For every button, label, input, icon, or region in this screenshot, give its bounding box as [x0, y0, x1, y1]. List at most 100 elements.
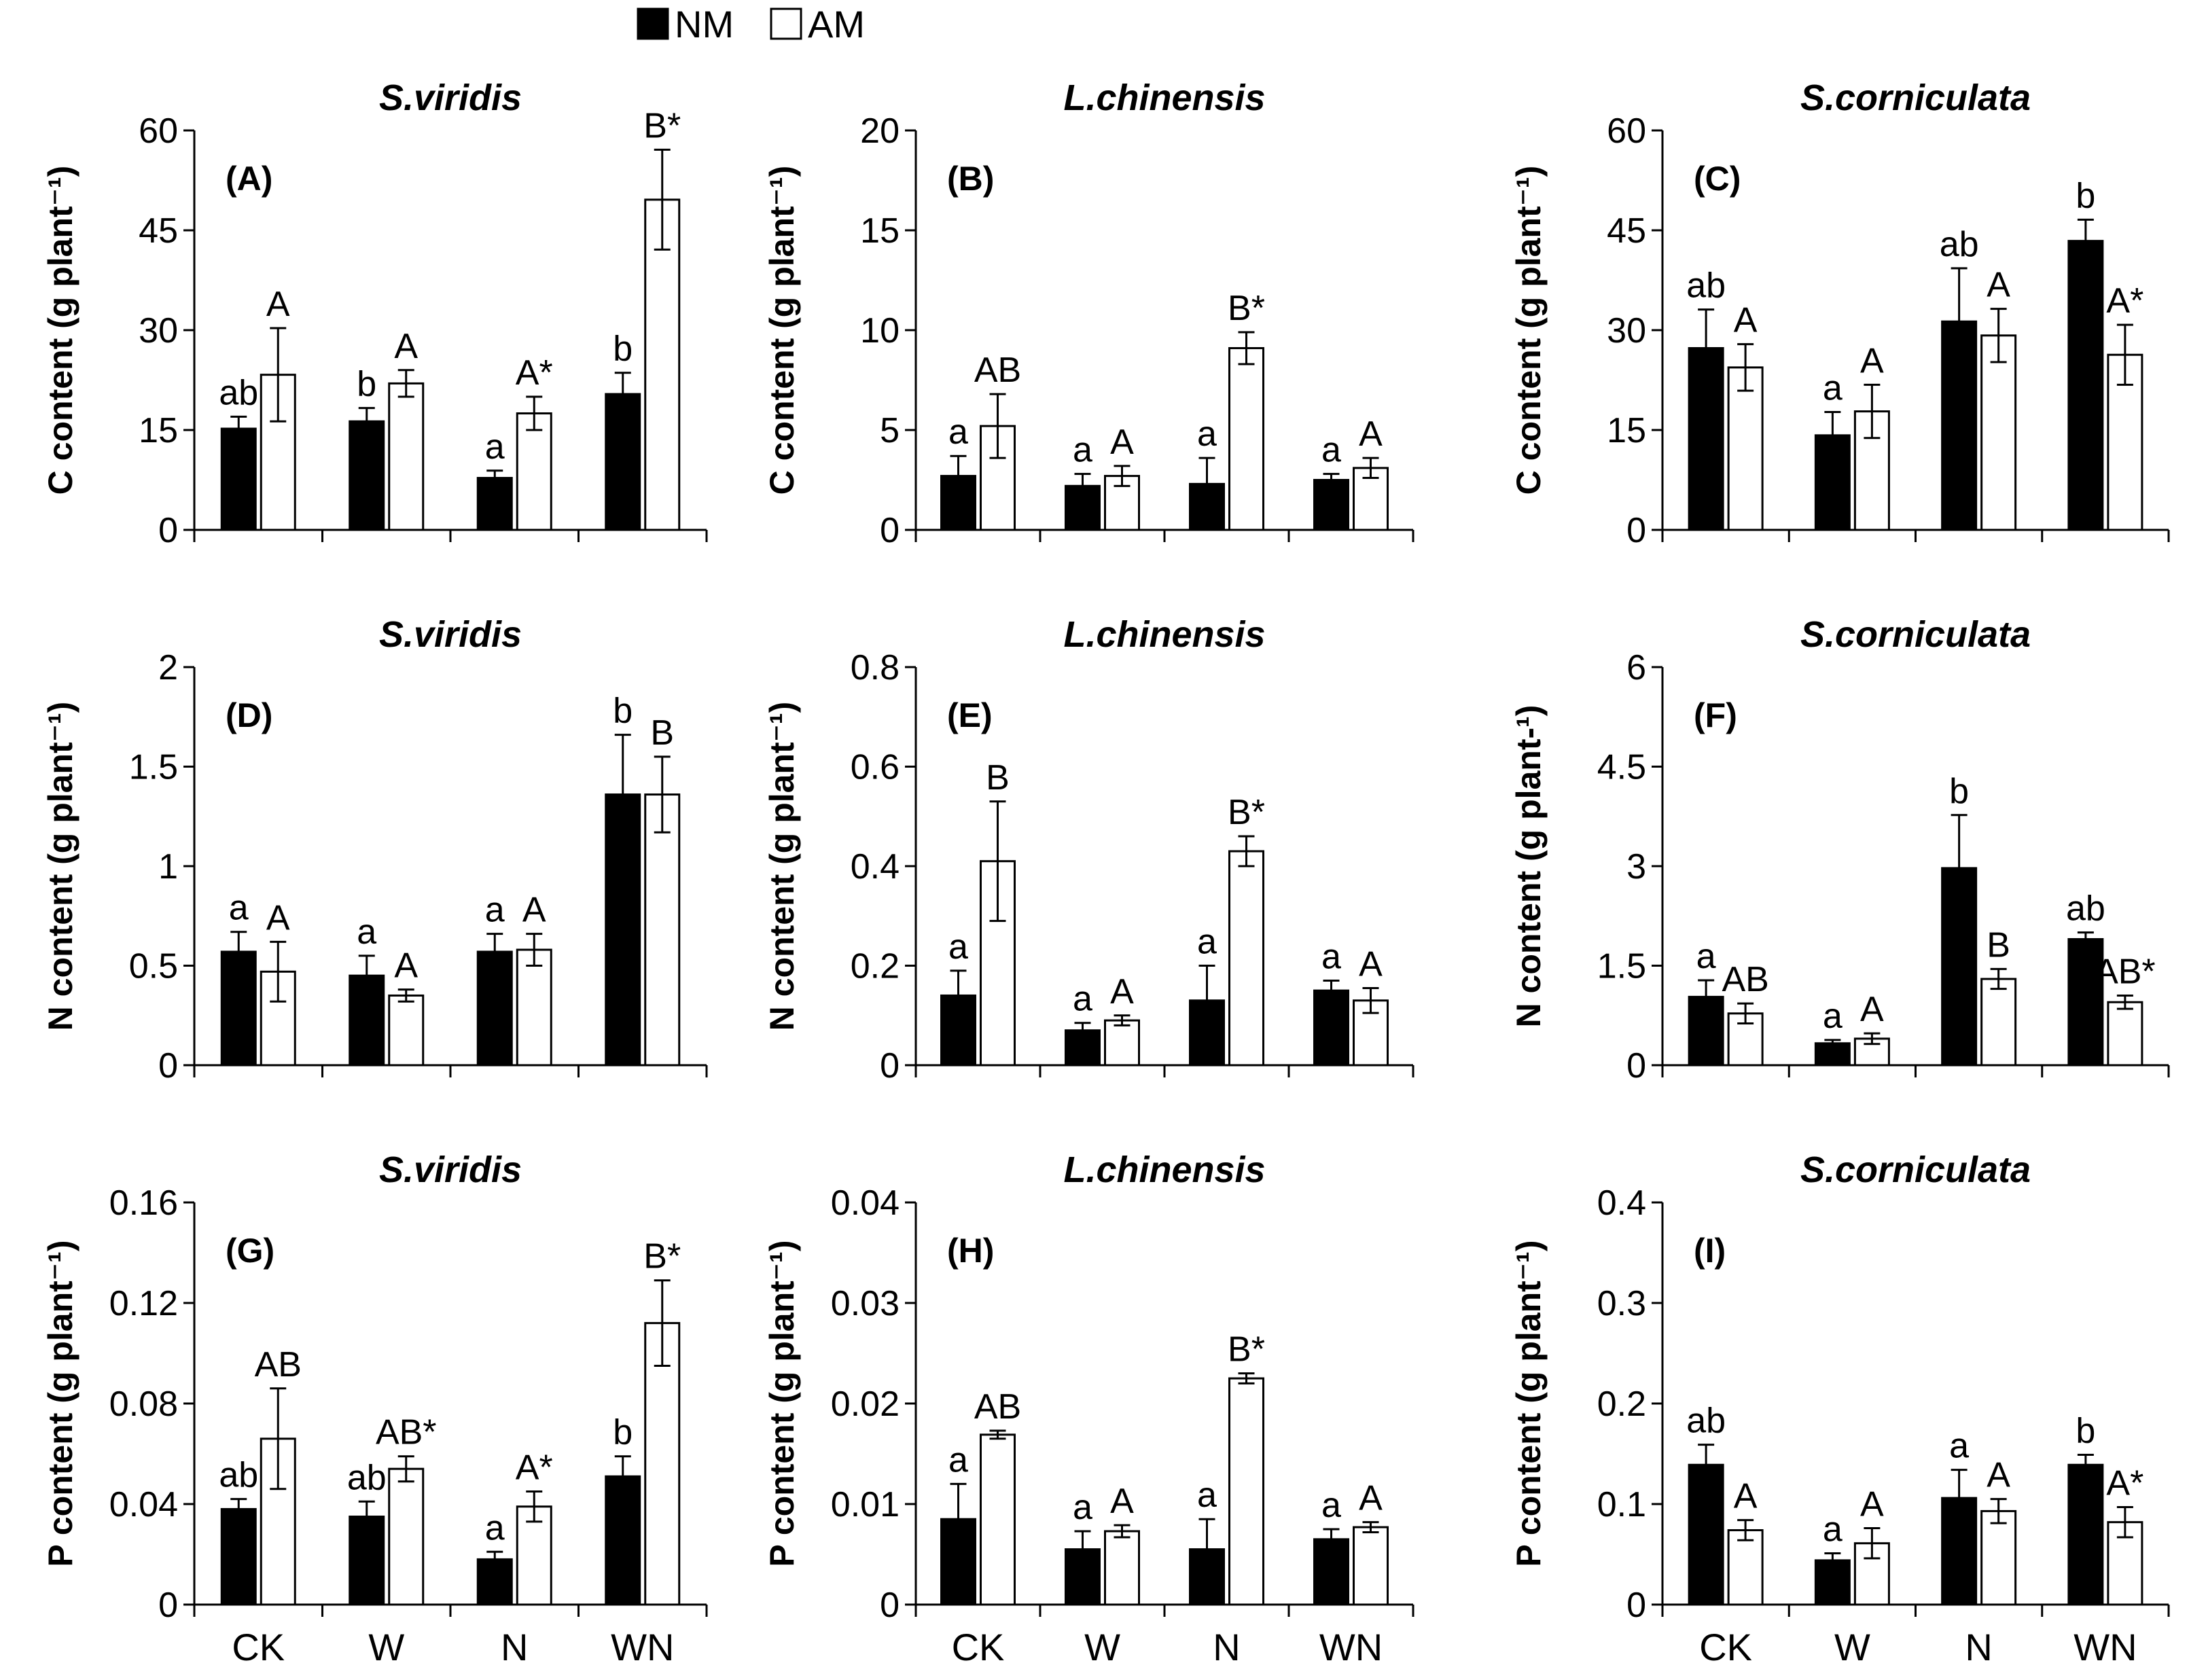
significance-label: A	[1110, 423, 1134, 462]
y-tick-label: 3	[1626, 847, 1646, 887]
significance-label: A	[266, 898, 290, 937]
y-tick-label: 0.12	[109, 1284, 178, 1323]
bar-nm	[605, 1475, 641, 1606]
panel-g: 0 0.04 0.08 0.12 0.16 ab AB CK ab AB* Wa A* Nb B* WN S.…	[41, 1149, 708, 1668]
significance-label: b	[613, 329, 633, 369]
x-category-label: N	[1965, 1626, 1992, 1668]
significance-label: A	[394, 946, 418, 986]
bar-nm	[940, 994, 976, 1067]
y-tick-label: 0	[1626, 1586, 1646, 1625]
y-axis-label: P content (g plant⁻¹)	[763, 1240, 801, 1567]
y-tick-label: 0.02	[831, 1384, 900, 1424]
y-tick-label: 0	[158, 1046, 178, 1086]
significance-label: A	[1987, 266, 2010, 305]
significance-label: A	[1110, 1482, 1134, 1521]
y-tick-label: 0.08	[109, 1384, 178, 1424]
y-tick-label: 6	[1626, 648, 1646, 687]
significance-label: AB*	[376, 1413, 437, 1452]
significance-label: a	[1197, 414, 1217, 454]
y-tick-label: 15	[1607, 411, 1646, 450]
significance-label: b	[2076, 176, 2095, 215]
x-category-label: CK	[952, 1626, 1005, 1668]
significance-label: ab	[219, 1456, 258, 1495]
significance-label: a	[485, 891, 505, 930]
significance-label: AB	[255, 1345, 302, 1384]
bar-nm	[349, 420, 385, 531]
significance-label: A	[1987, 1456, 2010, 1495]
y-tick-label: 15	[860, 211, 900, 251]
significance-label: A	[1359, 414, 1383, 454]
y-tick-label: 0	[880, 511, 900, 550]
x-category-label: CK	[232, 1626, 285, 1668]
significance-label: B*	[1228, 1330, 1265, 1370]
y-tick-label: 0.8	[851, 648, 900, 687]
y-tick-label: 60	[1607, 111, 1646, 151]
y-tick-label: 30	[1607, 311, 1646, 351]
y-tick-label: 1.5	[129, 748, 178, 787]
significance-label: a	[1073, 980, 1092, 1019]
bar-am	[388, 382, 425, 531]
significance-label: A	[394, 327, 418, 366]
panel-title: S.corniculata	[1800, 614, 2031, 655]
significance-label: b	[613, 1413, 633, 1452]
significance-label: AB*	[2095, 952, 2156, 991]
significance-label: A	[1110, 972, 1134, 1012]
bar-nm	[476, 477, 513, 531]
significance-label: a	[485, 1508, 505, 1548]
bar-nm	[2067, 1463, 2104, 1606]
significance-label: a	[1823, 997, 1843, 1036]
bar-nm	[1941, 320, 1978, 531]
bar-am	[644, 198, 681, 531]
x-category-label: W	[1084, 1626, 1120, 1668]
significance-label: A*	[516, 353, 553, 393]
bar-am	[516, 948, 552, 1067]
significance-label: A	[522, 891, 546, 930]
significance-label: A	[1860, 341, 1884, 380]
significance-label: B*	[1228, 289, 1265, 328]
y-axis-label: P content (g plant⁻¹)	[41, 1240, 79, 1567]
significance-label: B*	[643, 106, 681, 145]
y-tick-label: 0.3	[1597, 1284, 1646, 1323]
y-axis-label: P content (g plant⁻¹)	[1510, 1240, 1548, 1567]
significance-label: B	[1987, 925, 2010, 965]
significance-label: AB	[974, 1387, 1021, 1427]
bar-nm	[2067, 937, 2104, 1067]
panel-title: L.chinensis	[1063, 77, 1265, 118]
y-axis-label: N content (g plant-¹)	[1510, 705, 1548, 1028]
y-tick-label: 0	[158, 1586, 178, 1625]
significance-label: b	[1949, 772, 1969, 811]
x-category-label: N	[1213, 1626, 1240, 1668]
y-tick-label: 5	[880, 411, 900, 450]
significance-label: B*	[1228, 793, 1265, 832]
y-tick-label: 10	[860, 311, 900, 351]
y-axis-label: N content (g plant⁻¹)	[41, 702, 79, 1031]
significance-label: a	[1073, 1488, 1092, 1527]
significance-label: ab	[347, 1458, 387, 1497]
panel-tag: (D)	[226, 696, 272, 734]
y-tick-label: 0.6	[851, 748, 900, 787]
y-tick-label: 0	[1626, 511, 1646, 550]
significance-label: a	[948, 1440, 968, 1480]
panel-tag: (F)	[1694, 696, 1737, 734]
x-category-label: W	[368, 1626, 404, 1668]
significance-label: B	[986, 758, 1010, 798]
significance-label: b	[2076, 1411, 2095, 1450]
panel-i: 00.10.20.30.4abACKaAWaANbA*WNS.cornicula…	[1510, 1149, 2170, 1668]
y-tick-label: 20	[860, 111, 900, 151]
y-axis-label: C content (g plant⁻¹)	[1510, 166, 1548, 495]
significance-label: A	[266, 285, 290, 324]
panel-tag: (G)	[226, 1232, 274, 1270]
bar-am	[388, 1467, 425, 1606]
y-axis-label: C content (g plant⁻¹)	[763, 166, 801, 495]
y-tick-label: 0	[158, 511, 178, 550]
significance-label: A	[1860, 990, 1884, 1029]
y-tick-label: 0.4	[1597, 1183, 1646, 1223]
significance-label: a	[1197, 923, 1217, 962]
significance-label: ab	[1686, 1401, 1726, 1441]
y-tick-label: 0	[880, 1586, 900, 1625]
x-category-label: N	[501, 1626, 528, 1668]
x-category-label: W	[1834, 1626, 1870, 1668]
